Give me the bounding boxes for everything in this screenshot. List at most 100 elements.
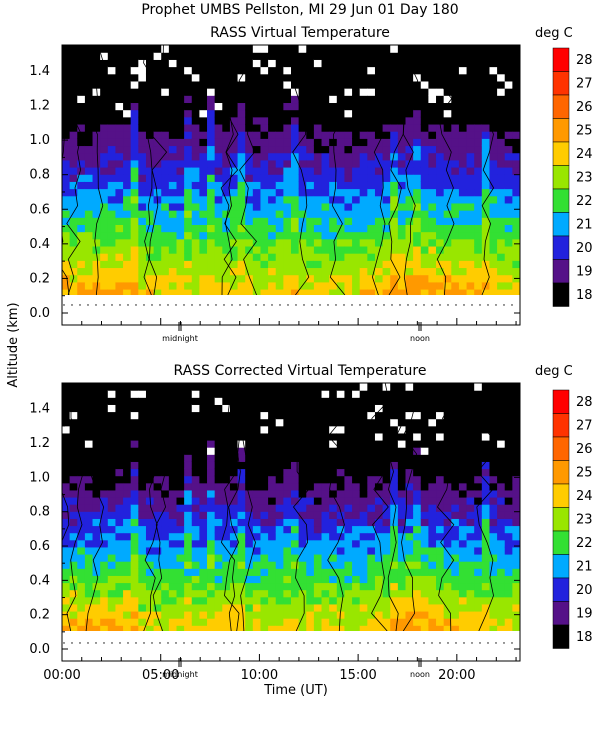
heatmap-cell — [489, 561, 498, 569]
heatmap-cell — [390, 123, 399, 132]
heatmap-cell — [268, 260, 277, 269]
heatmap-cell — [451, 195, 460, 204]
heatmap-cell — [283, 45, 292, 53]
heatmap-cell — [336, 525, 346, 534]
heatmap-cell — [458, 561, 468, 569]
heatmap-cell — [504, 589, 513, 598]
heatmap-cell — [62, 159, 71, 168]
baseline-dot — [263, 304, 265, 306]
heatmap-cell — [436, 274, 445, 283]
heatmap-cell — [115, 131, 124, 139]
heatmap-cell — [443, 88, 452, 96]
heatmap-cell — [344, 95, 353, 104]
heatmap-cell — [191, 390, 200, 398]
heatmap-cell — [100, 245, 109, 254]
contour-line — [481, 45, 495, 295]
heatmap-cell — [245, 418, 254, 427]
heatmap-cell — [458, 525, 468, 534]
heatmap-cell — [405, 73, 414, 82]
heatmap-cell — [436, 603, 445, 612]
heatmap-cell — [131, 632, 139, 640]
heatmap-cell — [405, 582, 414, 591]
heatmap-cell — [458, 496, 468, 505]
heatmap-cell — [382, 253, 391, 261]
heatmap-cell — [130, 181, 139, 190]
heatmap-cell — [512, 188, 520, 197]
baseline-dot — [423, 304, 425, 306]
heatmap-cell — [184, 210, 193, 218]
heatmap-cell — [268, 231, 277, 240]
heatmap-cell — [153, 238, 162, 247]
heatmap-cell — [321, 553, 330, 562]
heatmap-cell — [191, 383, 200, 391]
heatmap-cell — [359, 525, 368, 534]
heatmap-cell — [283, 425, 292, 434]
heatmap-cell — [436, 618, 445, 626]
heatmap-cell — [420, 195, 429, 204]
contour-line — [292, 45, 310, 295]
heatmap-cell — [413, 66, 422, 75]
heatmap-cell — [69, 174, 78, 182]
heatmap-cell — [329, 383, 338, 391]
heatmap-cell — [123, 123, 132, 132]
heatmap-cell — [176, 145, 185, 154]
heatmap-cell — [199, 632, 207, 640]
heatmap-cell — [107, 610, 117, 619]
heatmap-cell — [458, 511, 468, 519]
heatmap-cell — [92, 425, 101, 434]
baseline-dot — [119, 642, 121, 644]
heatmap-cell — [145, 45, 155, 53]
heatmap-cell — [252, 181, 262, 190]
heatmap-cell — [352, 439, 361, 448]
heatmap-cell — [367, 439, 376, 448]
baseline-dot — [127, 304, 129, 306]
heatmap-cell — [306, 589, 315, 598]
heatmap-cell — [107, 195, 117, 204]
heatmap-cell — [374, 411, 384, 420]
colorbar-label: 21 — [576, 218, 593, 233]
heatmap-cell — [428, 188, 437, 197]
heatmap-cell — [161, 475, 170, 484]
heatmap-cell — [115, 174, 124, 182]
heatmap-cell — [474, 397, 483, 405]
heatmap-cell — [138, 109, 147, 118]
heatmap-cell — [69, 281, 78, 290]
heatmap-cell — [474, 511, 483, 519]
heatmap-cell — [306, 116, 315, 125]
heatmap-cell — [199, 138, 208, 147]
heatmap-cell — [458, 610, 468, 619]
heatmap-cell — [420, 245, 429, 254]
heatmap-cell — [374, 281, 384, 290]
heatmap-cell — [199, 589, 208, 598]
heatmap-cell — [107, 411, 117, 420]
heatmap-cell — [298, 159, 307, 168]
baseline-dot — [127, 642, 129, 644]
heatmap-cell — [474, 610, 483, 619]
heatmap-cell — [489, 525, 498, 534]
heatmap-cell — [77, 561, 86, 569]
heatmap-cell — [504, 145, 513, 154]
contour-line — [62, 410, 70, 542]
heatmap-cell — [397, 383, 407, 391]
heatmap-cell — [497, 231, 506, 240]
heatmap-cell — [62, 296, 70, 304]
heatmap-cell — [168, 224, 178, 233]
heatmap-cell — [481, 253, 491, 261]
heatmap-cell — [436, 253, 445, 261]
heatmap-cell — [359, 582, 368, 591]
heatmap-cell — [229, 575, 239, 584]
heatmap-cell — [69, 589, 78, 598]
heatmap-cell — [84, 625, 94, 631]
heatmap-cell — [436, 411, 445, 420]
heatmap-cell — [69, 52, 78, 60]
heatmap-cell — [260, 468, 269, 477]
heatmap-cell — [413, 73, 422, 82]
heatmap-cell — [145, 618, 155, 626]
heatmap-cell — [367, 210, 376, 218]
heatmap-cell — [222, 404, 231, 413]
heatmap-cell — [161, 618, 170, 626]
heatmap-cell — [451, 45, 460, 53]
heatmap-cell — [306, 138, 315, 147]
heatmap-cell — [176, 224, 185, 233]
heatmap-cell — [313, 159, 323, 168]
